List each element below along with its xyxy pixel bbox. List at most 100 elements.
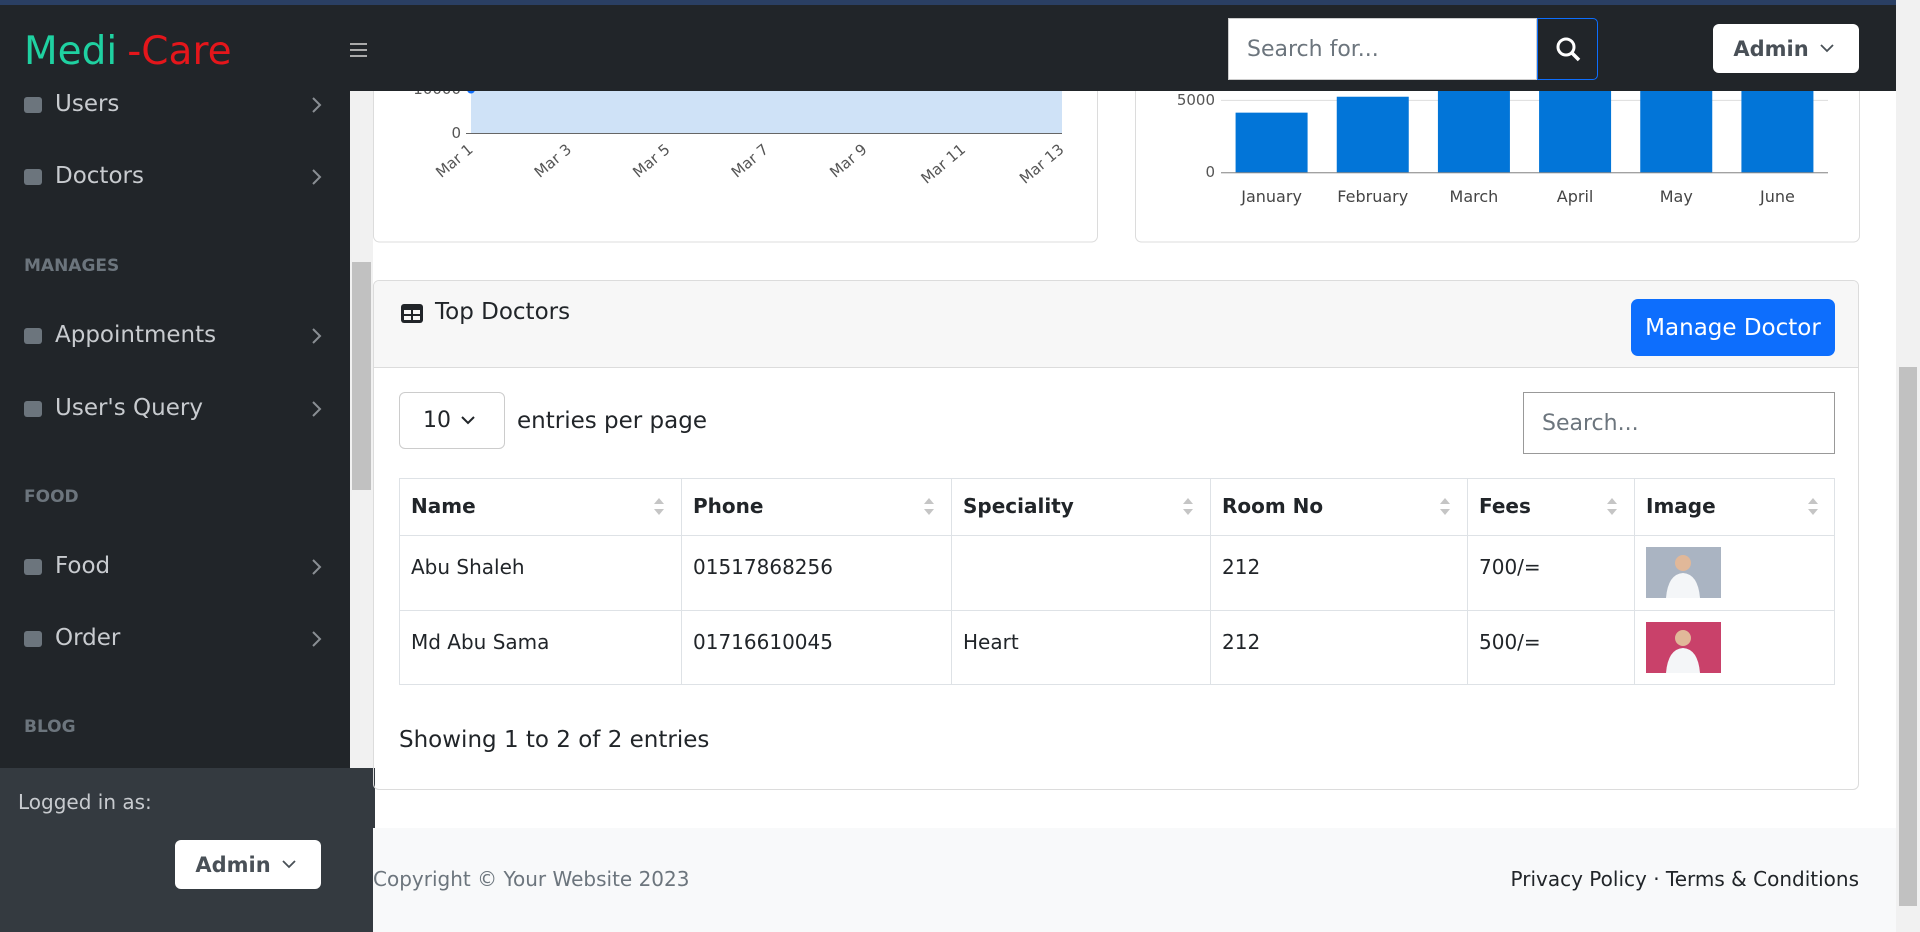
column-rule (1210, 478, 1211, 684)
chevron-line (312, 631, 322, 647)
logged-in-label: Logged in as: (18, 790, 152, 814)
sort-icon (1440, 498, 1450, 515)
item-icon (24, 631, 42, 647)
x-tick-label: March (1450, 187, 1499, 206)
item-icon (24, 169, 42, 185)
page-size-label: entries per page (517, 408, 707, 434)
card-title: Top Doctors (435, 299, 571, 325)
user-menu[interactable]: Admin (1713, 24, 1859, 73)
photo-head (1675, 630, 1691, 646)
user-menu[interactable]: Admin (175, 840, 321, 889)
sidebar-item[interactable]: Doctors (0, 156, 340, 196)
bar (1235, 112, 1308, 173)
caret (461, 415, 475, 424)
sort-icon (1808, 498, 1818, 515)
table-cell: 700/= (1479, 555, 1541, 579)
table-row (399, 610, 1835, 685)
sort-icon (1607, 498, 1617, 515)
item-label: Appointments (55, 322, 217, 348)
scroll-thumb[interactable] (352, 262, 371, 490)
sidebar-item[interactable]: Appointments (0, 315, 340, 355)
table-cell: Md Abu Sama (411, 630, 550, 654)
brand[interactable]: Medi -Care (24, 28, 232, 74)
sidebar-toggle[interactable] (349, 40, 369, 60)
sort-arrows (654, 498, 664, 515)
sort-arrows (1607, 498, 1617, 515)
doctors-card: Top Doctors Manage Doctor 10 entries per… (373, 280, 1859, 790)
sidebar-item[interactable]: Order (0, 618, 340, 658)
copyright: Copyright © Your Website 2023 (373, 867, 690, 891)
sidebar-heading: BLOG (24, 717, 76, 737)
chevron (312, 631, 322, 647)
item-icon (24, 559, 42, 575)
chevron-line (312, 328, 322, 344)
page-size: 10 (423, 408, 451, 433)
column-header: Speciality (963, 494, 1074, 518)
x-tick-label: May (1660, 187, 1693, 206)
chevron (312, 559, 322, 575)
manage-button[interactable]: Manage Doctor (1631, 299, 1835, 356)
sidebar-item[interactable]: Food (0, 546, 340, 586)
x-tick-label: January (1240, 187, 1302, 206)
doctors-table: Name Phone Speciality Room No Fees Image Abu S… (399, 478, 1835, 685)
chevron-line (312, 169, 322, 185)
sidebar-item[interactable]: User's Query (0, 388, 340, 428)
chevron (312, 169, 322, 185)
caret (1820, 43, 1834, 52)
footer-links: Privacy Policy · Terms & Conditions (1511, 867, 1859, 891)
item-icon (24, 328, 42, 344)
y-tick-label: 0 (451, 124, 461, 142)
table-cell: Heart (963, 630, 1019, 654)
column-rule (681, 478, 682, 684)
sort-arrows (1183, 498, 1193, 515)
column-header: Image (1646, 494, 1716, 518)
sort-icon (654, 498, 664, 515)
sidebar-heading: FOOD (24, 487, 79, 507)
brand-suffix: -Care (127, 28, 232, 74)
search-button[interactable] (1537, 18, 1598, 80)
sort-arrows (924, 498, 934, 515)
y-tick-label: 0 (1205, 163, 1215, 181)
scroll-thumb[interactable] (1899, 367, 1917, 906)
brand-name: Medi (24, 28, 118, 74)
chevron-line (312, 401, 322, 417)
table-cell: 212 (1222, 555, 1261, 579)
sort-arrows (1440, 498, 1450, 515)
chevron (312, 97, 322, 113)
footer-link[interactable]: Privacy Policy (1510, 867, 1647, 891)
table-icon (401, 304, 423, 323)
y-tick-label: 5000 (1177, 91, 1215, 109)
item-label: Food (55, 553, 111, 579)
top-stripe (0, 0, 1896, 5)
page-scrollbar[interactable] (1896, 0, 1920, 932)
column-header: Name (411, 494, 476, 518)
column-header: Room No (1222, 494, 1324, 518)
chevron-line (312, 559, 322, 575)
column-rule (1467, 478, 1468, 684)
footer: Copyright © Your Website 2023 Privacy Po… (373, 828, 1896, 932)
x-tick-label: April (1557, 187, 1594, 206)
card-header: Top Doctors Manage Doctor (374, 281, 1858, 368)
column-rule (1634, 478, 1635, 684)
sidebar-item[interactable]: Users (0, 84, 340, 124)
table-search[interactable]: Search... (1523, 392, 1835, 454)
sidebar-scrollbar[interactable] (350, 91, 373, 768)
separator: · (1653, 867, 1660, 891)
table-cell: Abu Shaleh (411, 555, 525, 579)
sidebar-footer: Logged in as: Admin (0, 768, 375, 932)
table-cell: 01716610045 (693, 630, 833, 654)
bar (1336, 96, 1409, 173)
sort-arrows (1808, 498, 1818, 515)
item-label: Order (55, 625, 121, 651)
page-size-select[interactable]: 10 (399, 392, 505, 449)
search-input[interactable]: Search for... (1228, 18, 1537, 80)
footer-link[interactable]: Terms & Conditions (1665, 867, 1859, 891)
photo-body (1666, 573, 1700, 598)
item-icon (24, 97, 42, 113)
search-icon (1556, 37, 1580, 62)
x-tick-label: February (1337, 187, 1408, 206)
table-cell: 500/= (1479, 630, 1541, 654)
sort-icon (924, 498, 934, 515)
